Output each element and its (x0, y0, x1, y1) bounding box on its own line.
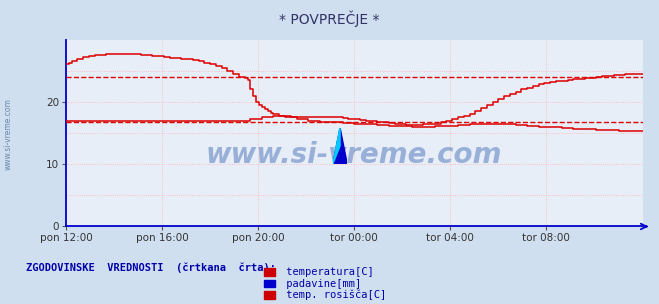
Text: temperatura[C]: temperatura[C] (280, 267, 374, 277)
Text: www.si-vreme.com: www.si-vreme.com (206, 141, 502, 169)
Text: * POVPREČJE *: * POVPREČJE * (279, 11, 380, 27)
Text: padavine[mm]: padavine[mm] (280, 279, 361, 288)
Text: www.si-vreme.com: www.si-vreme.com (3, 98, 13, 170)
Polygon shape (333, 128, 340, 164)
Polygon shape (333, 128, 347, 164)
Text: ZGODOVINSKE  VREDNOSTI  (črtkana  črta):: ZGODOVINSKE VREDNOSTI (črtkana črta): (26, 263, 276, 274)
Text: temp. rosišča[C]: temp. rosišča[C] (280, 290, 386, 300)
